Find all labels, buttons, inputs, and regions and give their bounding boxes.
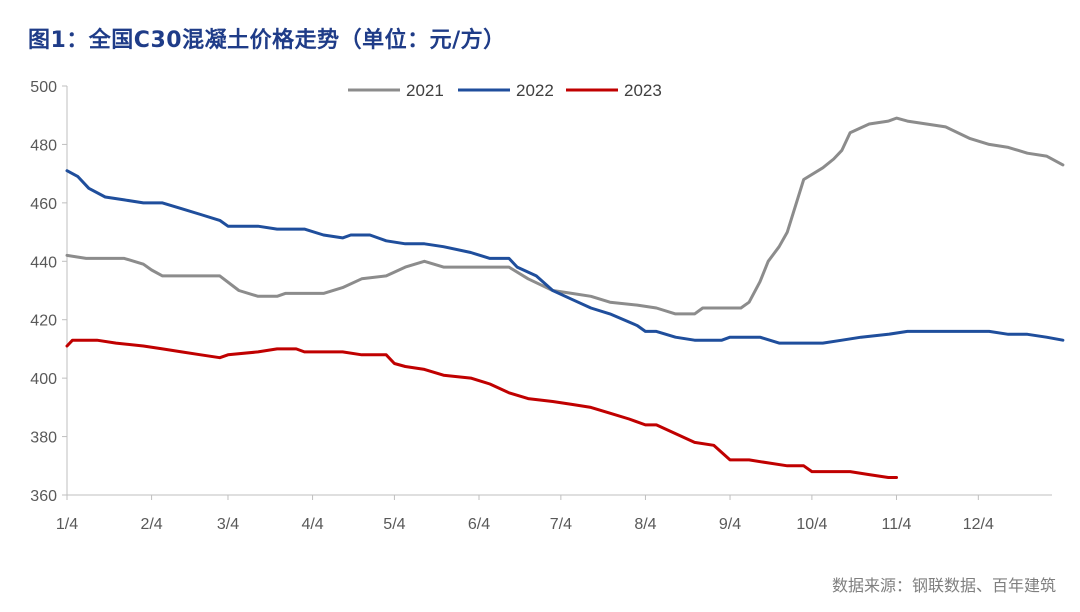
y-tick-label: 480 [30, 137, 57, 154]
x-tick-label: 8/4 [634, 516, 656, 533]
series-line-2023 [65, 338, 898, 479]
data-source-note: 数据来源：钢联数据、百年建筑 [831, 576, 1056, 595]
x-tick-label: 3/4 [217, 516, 239, 533]
chart-title: 图1：全国C30混凝土价格走势（单位：元/方） [28, 28, 506, 53]
y-tick-label: 420 [30, 313, 57, 330]
x-tick-label: 11/4 [881, 516, 911, 533]
x-tick-label: 5/4 [383, 516, 405, 533]
y-tick-label: 460 [30, 196, 57, 213]
x-tick-label: 6/4 [468, 516, 490, 533]
x-tick-label: 9/4 [719, 516, 741, 533]
legend-label-2021: 2021 [406, 81, 444, 100]
x-tick-label: 4/4 [301, 516, 323, 533]
series-line-2021 [65, 116, 1065, 316]
x-tick-label: 2/4 [140, 516, 162, 533]
legend-label-2023: 2023 [624, 81, 662, 100]
y-tick-label: 360 [30, 488, 57, 505]
y-tick-label: 400 [30, 371, 57, 388]
x-tick-label: 12/4 [963, 516, 994, 533]
legend-label-2022: 2022 [516, 81, 554, 100]
y-tick-label: 440 [30, 254, 57, 271]
x-tick-label: 7/4 [550, 516, 572, 533]
chart-lines [65, 116, 1065, 479]
series-line-2022 [65, 169, 1065, 345]
chart-legend: 2021 2022 2023 [348, 81, 662, 100]
x-tick-label: 1/4 [56, 516, 78, 533]
y-tick-label: 500 [30, 79, 57, 96]
chart-axes: 360 380 400 420 440 460 480 500 1/4 2/4 3/4 4/4 5/4 6… [30, 79, 1052, 533]
x-tick-label: 10/4 [796, 516, 827, 533]
y-tick-label: 380 [30, 430, 57, 447]
